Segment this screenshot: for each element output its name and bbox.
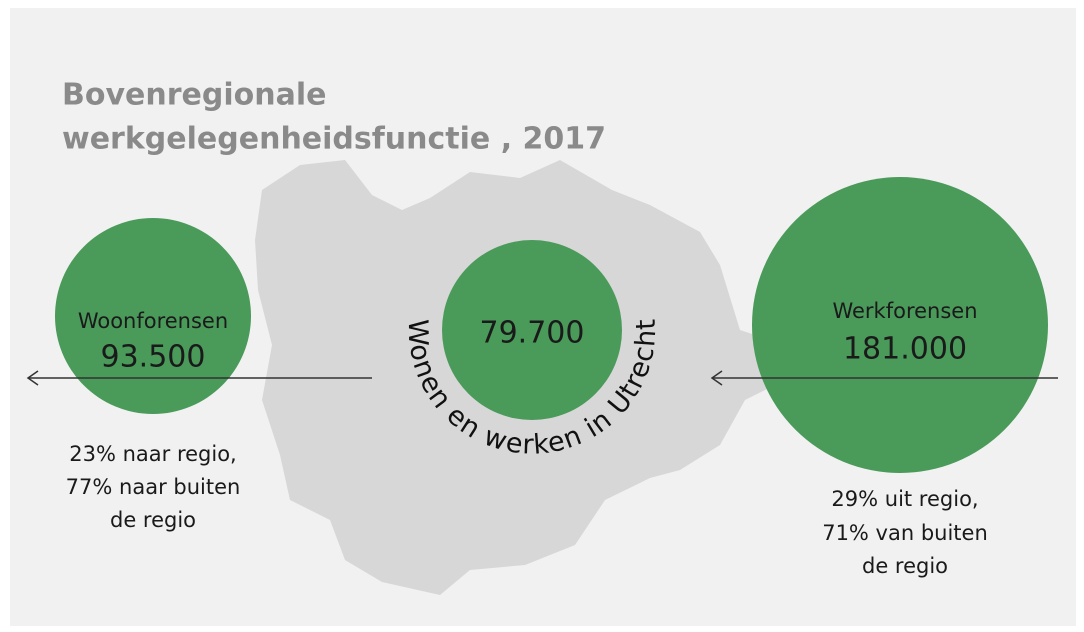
- left-caption: 23% naar regio,: [69, 442, 237, 466]
- right-caption: 71% van buiten: [822, 521, 988, 545]
- title-line: werkgelegenheidsfunctie , 2017: [62, 122, 606, 157]
- left-caption: de regio: [110, 508, 196, 532]
- arrows: [26, 370, 1058, 386]
- left-arrowhead: [26, 370, 39, 386]
- right-arrowhead: [710, 370, 723, 386]
- right-circle: [752, 177, 1048, 473]
- right-label: Werkforensen: [832, 299, 977, 323]
- center-number: 79.700: [480, 316, 585, 351]
- right-caption: de regio: [862, 554, 948, 578]
- left-circle: [55, 218, 251, 414]
- right-caption: 29% uit regio,: [831, 487, 978, 511]
- title-line: Bovenregionale: [62, 78, 326, 113]
- center-circle: [442, 240, 622, 420]
- left-caption: 77% naar buiten: [66, 475, 241, 499]
- left-label: Woonforensen: [78, 309, 228, 333]
- left-number: 93.500: [101, 340, 206, 375]
- right-number: 181.000: [843, 332, 967, 367]
